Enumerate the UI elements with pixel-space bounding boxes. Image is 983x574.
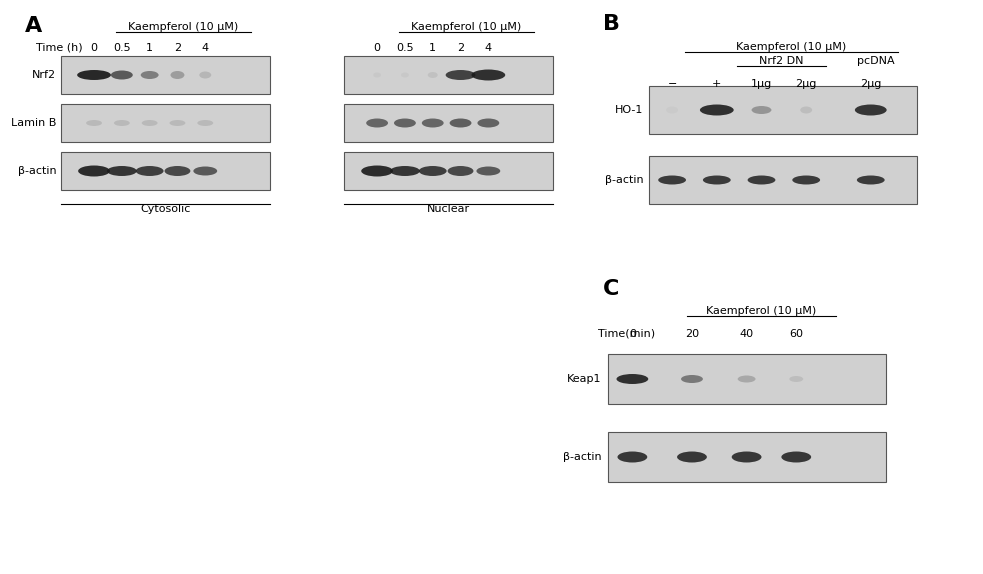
FancyBboxPatch shape [649, 156, 917, 204]
Text: 40: 40 [739, 329, 754, 339]
Text: Kaempferol (10 μM): Kaempferol (10 μM) [129, 22, 239, 32]
Ellipse shape [111, 71, 133, 80]
Ellipse shape [700, 104, 733, 115]
Text: 60: 60 [789, 329, 803, 339]
Ellipse shape [394, 118, 416, 127]
Ellipse shape [141, 71, 158, 79]
Text: 0: 0 [90, 43, 97, 53]
Text: 1μg: 1μg [751, 79, 772, 89]
Ellipse shape [748, 176, 776, 184]
Text: Kaempferol (10 μM): Kaempferol (10 μM) [411, 22, 522, 32]
Ellipse shape [477, 166, 500, 176]
Ellipse shape [164, 166, 191, 176]
Ellipse shape [478, 118, 499, 127]
Text: 1: 1 [430, 43, 436, 53]
Text: −: − [667, 79, 677, 89]
Text: B: B [603, 14, 619, 34]
Ellipse shape [136, 166, 163, 176]
Ellipse shape [800, 107, 812, 114]
Text: 2μg: 2μg [860, 79, 882, 89]
Ellipse shape [449, 118, 472, 127]
Ellipse shape [107, 166, 137, 176]
FancyBboxPatch shape [607, 354, 886, 404]
Text: 2μg: 2μg [795, 79, 817, 89]
Ellipse shape [447, 166, 474, 176]
Ellipse shape [752, 106, 772, 114]
Text: Time(min): Time(min) [598, 329, 655, 339]
Ellipse shape [419, 166, 446, 176]
Text: Nuclear: Nuclear [427, 204, 470, 214]
Text: +: + [712, 79, 722, 89]
Ellipse shape [169, 120, 186, 126]
Text: 0.5: 0.5 [396, 43, 414, 53]
Ellipse shape [87, 120, 102, 126]
Text: Kaempferol (10 μM): Kaempferol (10 μM) [707, 306, 817, 316]
FancyBboxPatch shape [61, 152, 270, 190]
Text: A: A [25, 16, 41, 36]
FancyBboxPatch shape [649, 86, 917, 134]
Ellipse shape [390, 166, 420, 176]
Ellipse shape [367, 118, 388, 127]
Ellipse shape [792, 176, 820, 184]
Ellipse shape [200, 72, 211, 79]
Text: HO-1: HO-1 [615, 105, 643, 115]
Text: Lamin B: Lamin B [11, 118, 56, 128]
Text: 0: 0 [629, 329, 636, 339]
FancyBboxPatch shape [344, 56, 552, 94]
Ellipse shape [789, 376, 803, 382]
Ellipse shape [703, 176, 730, 184]
Ellipse shape [194, 166, 217, 176]
Ellipse shape [142, 120, 157, 126]
Ellipse shape [114, 120, 130, 126]
FancyBboxPatch shape [607, 432, 886, 482]
Text: 20: 20 [685, 329, 699, 339]
Ellipse shape [659, 176, 686, 184]
Text: 2: 2 [174, 43, 181, 53]
Ellipse shape [78, 165, 110, 176]
Text: 4: 4 [485, 43, 492, 53]
Ellipse shape [361, 165, 393, 176]
Text: 0: 0 [374, 43, 380, 53]
Ellipse shape [616, 374, 648, 384]
Ellipse shape [198, 120, 213, 126]
Text: 1: 1 [146, 43, 153, 53]
Ellipse shape [857, 176, 885, 184]
FancyBboxPatch shape [61, 56, 270, 94]
Ellipse shape [677, 452, 707, 463]
FancyBboxPatch shape [344, 104, 552, 142]
Text: pcDNA: pcDNA [857, 56, 895, 66]
Text: Nrf2 DN: Nrf2 DN [759, 56, 804, 66]
Text: C: C [603, 279, 619, 299]
FancyBboxPatch shape [344, 152, 552, 190]
Text: β-actin: β-actin [563, 452, 602, 462]
Ellipse shape [77, 70, 111, 80]
Ellipse shape [681, 375, 703, 383]
Ellipse shape [781, 452, 811, 463]
Ellipse shape [472, 69, 505, 80]
Ellipse shape [731, 452, 762, 463]
Text: Cytosolic: Cytosolic [141, 204, 191, 214]
Text: 4: 4 [202, 43, 208, 53]
Ellipse shape [617, 452, 647, 463]
Ellipse shape [855, 104, 887, 115]
FancyBboxPatch shape [61, 104, 270, 142]
Text: 0.5: 0.5 [113, 43, 131, 53]
Ellipse shape [445, 70, 476, 80]
Ellipse shape [737, 375, 756, 382]
Text: Kaempferol (10 μM): Kaempferol (10 μM) [736, 42, 846, 52]
Text: β-actin: β-actin [18, 166, 56, 176]
Text: β-actin: β-actin [605, 175, 643, 185]
Text: Nrf2: Nrf2 [32, 70, 56, 80]
Text: Keap1: Keap1 [567, 374, 602, 384]
Ellipse shape [422, 118, 443, 127]
Text: Time (h): Time (h) [36, 43, 83, 53]
Ellipse shape [170, 71, 185, 79]
Text: 2: 2 [457, 43, 464, 53]
Ellipse shape [428, 72, 437, 78]
